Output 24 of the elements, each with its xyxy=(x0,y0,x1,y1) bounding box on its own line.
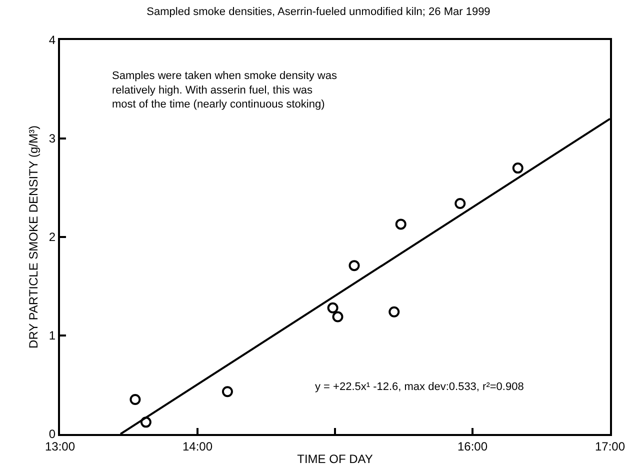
point xyxy=(222,386,233,398)
x-tick-label: 17:00 xyxy=(594,439,626,454)
y-tick-label: 2 xyxy=(48,230,56,244)
y-tick-label: 1 xyxy=(48,328,56,343)
point xyxy=(512,162,524,174)
point xyxy=(327,302,338,314)
chart-title: Sampled smoke densities, Aserrin-fueled unmodified kiln; 26 Mar 1999 xyxy=(146,6,490,18)
x-tick-label: 14:00 xyxy=(182,439,213,454)
x-tick-label: 13:00 xyxy=(44,439,76,454)
y-tick-label: 3 xyxy=(48,132,56,146)
point xyxy=(395,218,406,230)
annotation: y = +22.5x¹ -12.6, max dev:0.533, r²=0.908 xyxy=(315,381,524,393)
annotation: Samples were taken when smoke density was relatively high. With asserin fuel, this was most of the time (nearly continuous stoking) xyxy=(112,70,338,111)
x-axis-title: TIME OF DAY xyxy=(297,452,373,466)
y-axis-title: DRY PARTICLE SMOKE DENSITY (g/M³) xyxy=(26,126,41,348)
x-tick-label: 16:00 xyxy=(457,439,488,454)
point xyxy=(348,260,360,272)
point xyxy=(454,198,466,210)
point xyxy=(388,306,400,318)
point xyxy=(130,394,141,406)
y-tick-label: 0 xyxy=(48,427,56,442)
point xyxy=(332,311,344,322)
point xyxy=(140,416,152,428)
y-tick-label: 4 xyxy=(48,33,56,48)
